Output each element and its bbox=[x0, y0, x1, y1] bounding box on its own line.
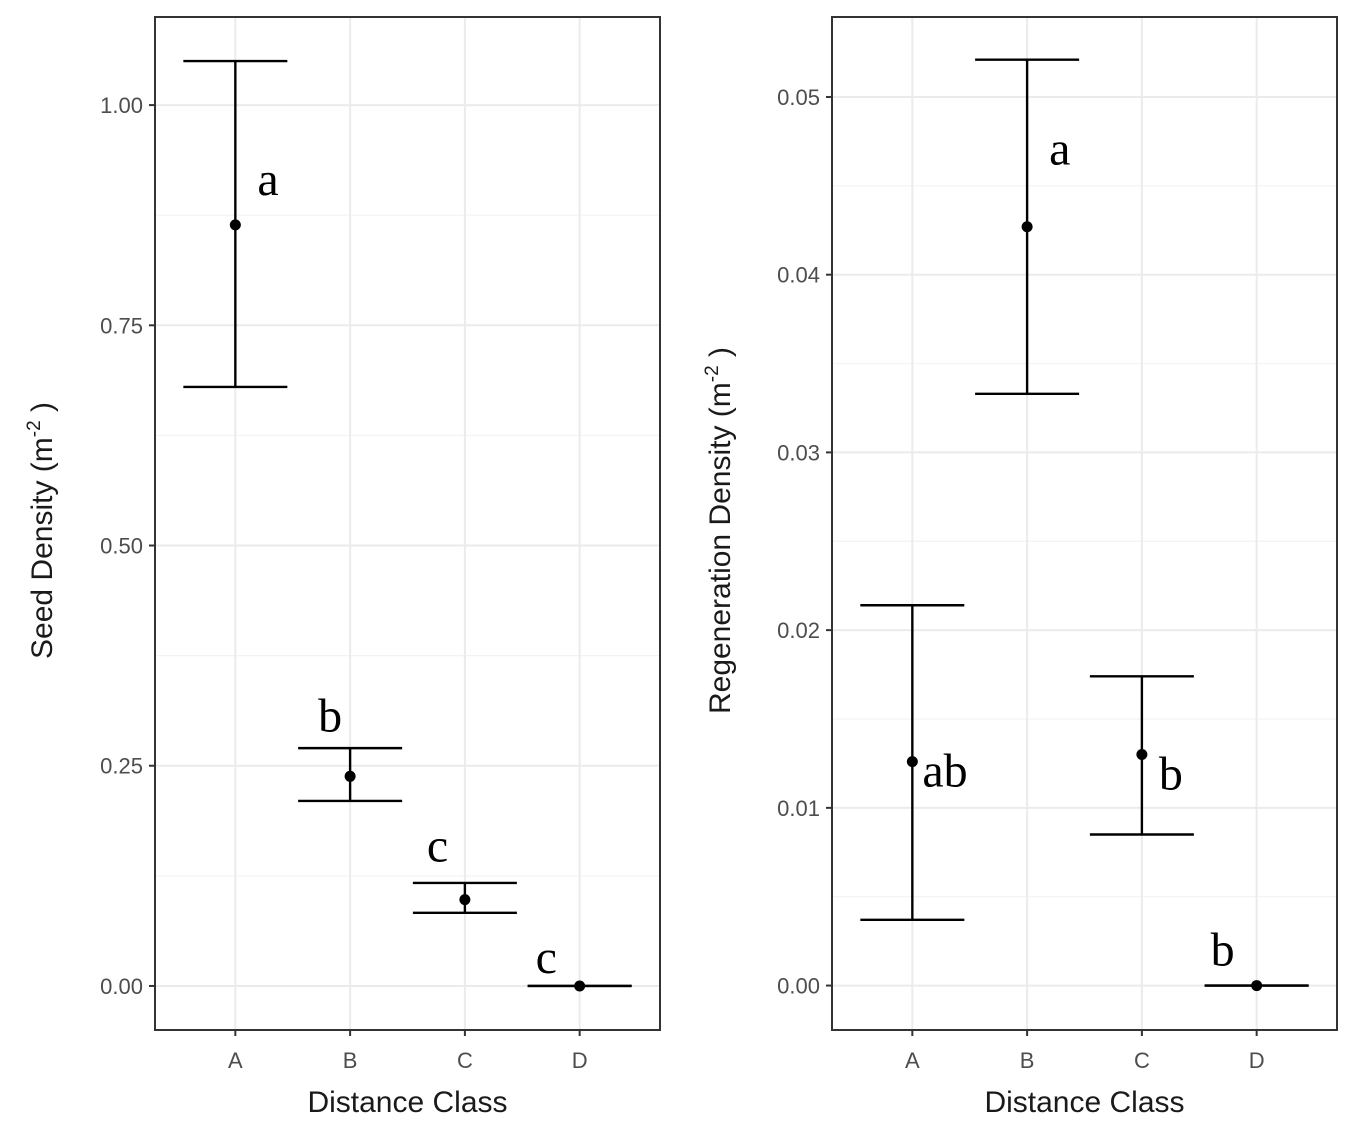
data-point-D bbox=[1251, 980, 1263, 992]
significance-letter: a bbox=[257, 153, 278, 206]
y-tick-label: 0.02 bbox=[777, 618, 820, 643]
panel-border bbox=[154, 16, 661, 1031]
significance-letter: c bbox=[536, 931, 557, 984]
significance-letter: a bbox=[1049, 123, 1070, 176]
y-tick-label: 0.01 bbox=[777, 796, 820, 821]
y-axis-title: Seed Density (m-2 ) bbox=[24, 402, 59, 659]
x-axis-title: Distance Class bbox=[984, 1086, 1184, 1119]
y-axis-title-main: Seed Density (m bbox=[26, 437, 59, 659]
significance-letter: b bbox=[1211, 924, 1235, 977]
x-tick-label: C bbox=[457, 1048, 473, 1073]
data-point-B bbox=[1021, 221, 1033, 233]
data-point-C bbox=[459, 894, 471, 906]
y-tick-label: 0.05 bbox=[777, 85, 820, 110]
y-tick-label: 0.00 bbox=[777, 974, 820, 999]
seed-density-panel: 0.00 0.25 0.50 0.75 1.00 A B C Da b c c Distance Cla… bbox=[24, 16, 661, 1119]
panel-border bbox=[831, 16, 1338, 1031]
significance-letter: c bbox=[427, 820, 448, 873]
x-tick-label: D bbox=[1249, 1048, 1265, 1073]
data-point-D bbox=[574, 980, 586, 992]
y-axis-title-superscript: -2 bbox=[702, 365, 723, 382]
x-tick-label: D bbox=[572, 1048, 588, 1073]
y-axis-title-superscript: -2 bbox=[24, 420, 45, 437]
x-tick-label: A bbox=[905, 1048, 920, 1073]
x-axis-title: Distance Class bbox=[307, 1086, 507, 1119]
data-point-B bbox=[344, 770, 356, 782]
x-tick-label: B bbox=[343, 1048, 358, 1073]
significance-letter: b bbox=[1159, 748, 1183, 801]
y-tick-label: 0.03 bbox=[777, 440, 820, 465]
data-point-A bbox=[906, 756, 918, 768]
y-tick-label: 0.04 bbox=[777, 263, 820, 288]
y-axis-title-end: ) bbox=[26, 402, 59, 420]
x-tick-label: A bbox=[228, 1048, 243, 1073]
x-tick-label: C bbox=[1134, 1048, 1150, 1073]
regeneration-density-panel: 0.000.010.020.030.040.05A B C DababbDistanc… bbox=[702, 16, 1338, 1119]
data-point-A bbox=[229, 219, 241, 231]
significance-letter: ab bbox=[922, 745, 967, 798]
data-point-C bbox=[1136, 749, 1148, 761]
x-tick-label: B bbox=[1020, 1048, 1035, 1073]
y-axis-title-main: Regeneration Density (m bbox=[704, 382, 737, 714]
y-tick-label: 0.50 bbox=[100, 534, 143, 559]
y-tick-label: 1.00 bbox=[100, 93, 143, 118]
y-tick-label: 0.25 bbox=[100, 754, 143, 779]
y-axis-title: Regeneration Density (m-2 ) bbox=[702, 347, 737, 714]
y-tick-label: 0.00 bbox=[100, 974, 143, 999]
y-tick-label: 0.75 bbox=[100, 313, 143, 338]
significance-letter: b bbox=[318, 689, 342, 742]
y-axis-title-end: ) bbox=[704, 347, 737, 365]
